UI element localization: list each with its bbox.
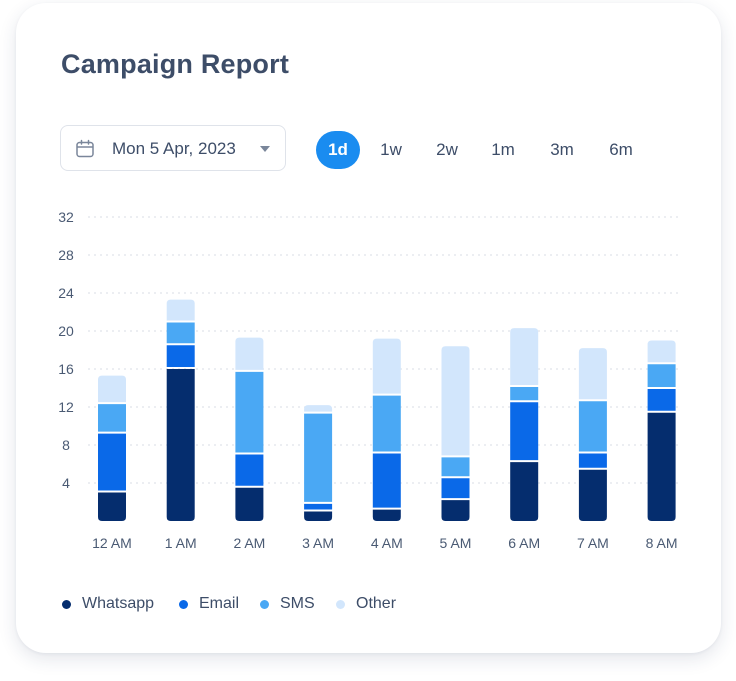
bar-segment-other[interactable]: [235, 337, 264, 370]
x-tick-label: 8 AM: [646, 535, 678, 551]
bar-segment-whatsapp[interactable]: [166, 369, 195, 521]
y-tick-label: 24: [58, 285, 74, 301]
bar-segment-sms[interactable]: [441, 457, 470, 477]
bar-segment-sms[interactable]: [235, 371, 264, 453]
x-tick-label: 7 AM: [577, 535, 609, 551]
bar-segment-other[interactable]: [510, 328, 539, 386]
bar-segment-whatsapp[interactable]: [441, 500, 470, 521]
bar-segment-sms[interactable]: [647, 364, 676, 387]
bar-segment-other[interactable]: [647, 340, 676, 363]
bar-segment-other[interactable]: [441, 346, 470, 456]
bar-segment-email[interactable]: [166, 345, 195, 367]
legend-dot-other: [336, 599, 345, 609]
legend-dot-email: [179, 599, 188, 609]
legend-label-sms: SMS: [280, 595, 315, 612]
legend-item-sms: SMS: [260, 595, 315, 613]
legend-item-whatsapp: Whatsapp: [62, 595, 154, 613]
bar-segment-email[interactable]: [372, 453, 401, 508]
bar-segment-email[interactable]: [510, 402, 539, 461]
bar-segment-other[interactable]: [166, 299, 195, 321]
y-tick-label: 8: [62, 437, 70, 453]
x-tick-label: 12 AM: [92, 535, 132, 551]
bar-segment-whatsapp[interactable]: [578, 469, 607, 521]
legend-label-whatsapp: Whatsapp: [82, 595, 155, 612]
x-tick-label: 5 AM: [440, 535, 472, 551]
bar-segment-whatsapp[interactable]: [235, 487, 264, 521]
bar-segment-whatsapp[interactable]: [510, 462, 539, 521]
tab-6m[interactable]: 6m: [609, 140, 633, 159]
page-title: Campaign Report: [61, 49, 290, 79]
x-tick-label: 6 AM: [508, 535, 540, 551]
stacked-bar-chart: 4 8 12 16 20 24 28 32 12 AM 1 AM 2 AM 3 AM 4 AM 5 AM 6…: [58, 209, 678, 551]
bar-segment-sms[interactable]: [304, 413, 333, 502]
tab-1w[interactable]: 1w: [380, 140, 402, 159]
bar-segment-sms[interactable]: [98, 404, 126, 432]
bar-segment-whatsapp[interactable]: [372, 509, 401, 521]
bar-segment-sms[interactable]: [372, 395, 401, 452]
legend-label-email: Email: [199, 595, 240, 612]
bar-segment-other[interactable]: [98, 375, 126, 403]
legend-dot-whatsapp: [62, 599, 71, 609]
bar-segment-whatsapp[interactable]: [304, 511, 333, 522]
tab-1m[interactable]: 1m: [491, 140, 515, 159]
y-tick-label: 12: [58, 399, 74, 415]
bar-segment-email[interactable]: [98, 433, 126, 491]
x-tick-label: 1 AM: [165, 535, 197, 551]
tab-3m[interactable]: 3m: [550, 140, 574, 159]
date-picker[interactable]: Mon 5 Apr, 2023: [60, 125, 286, 171]
bar-segment-whatsapp[interactable]: [98, 492, 126, 522]
bar-segment-sms[interactable]: [578, 401, 607, 452]
y-tick-label: 20: [58, 323, 74, 339]
bar-segment-other[interactable]: [578, 348, 607, 400]
legend-item-other: Other: [336, 595, 396, 613]
bar-segment-other[interactable]: [372, 338, 401, 394]
tab-2w[interactable]: 2w: [436, 140, 458, 159]
bar-segment-sms[interactable]: [166, 322, 195, 344]
campaign-report-card: Campaign Report Mon 5 Apr, 2023 1d 1w 2w…: [16, 3, 721, 653]
chevron-down-icon: [260, 146, 270, 152]
bar-segment-sms[interactable]: [510, 387, 539, 401]
legend-item-email: Email: [179, 595, 239, 613]
bar-segment-email[interactable]: [647, 388, 676, 411]
bar-segment-whatsapp[interactable]: [647, 412, 676, 521]
legend-label-other: Other: [356, 595, 397, 612]
bar-segment-email[interactable]: [441, 478, 470, 499]
legend-dot-sms: [260, 599, 269, 609]
x-tick-label: 3 AM: [302, 535, 334, 551]
date-picker-value: Mon 5 Apr, 2023: [112, 139, 236, 158]
y-tick-label: 4: [62, 475, 70, 491]
y-tick-label: 28: [58, 247, 74, 263]
bar-segment-email[interactable]: [235, 454, 264, 486]
bar-segment-email[interactable]: [304, 503, 333, 510]
bar-segment-email[interactable]: [578, 453, 607, 468]
x-tick-label: 2 AM: [233, 535, 265, 551]
x-tick-label: 4 AM: [371, 535, 403, 551]
y-tick-label: 32: [58, 209, 74, 225]
bar-segment-other[interactable]: [304, 405, 333, 412]
calendar-icon: [76, 139, 94, 158]
tab-1d[interactable]: 1d: [316, 131, 360, 169]
y-tick-label: 16: [58, 361, 74, 377]
